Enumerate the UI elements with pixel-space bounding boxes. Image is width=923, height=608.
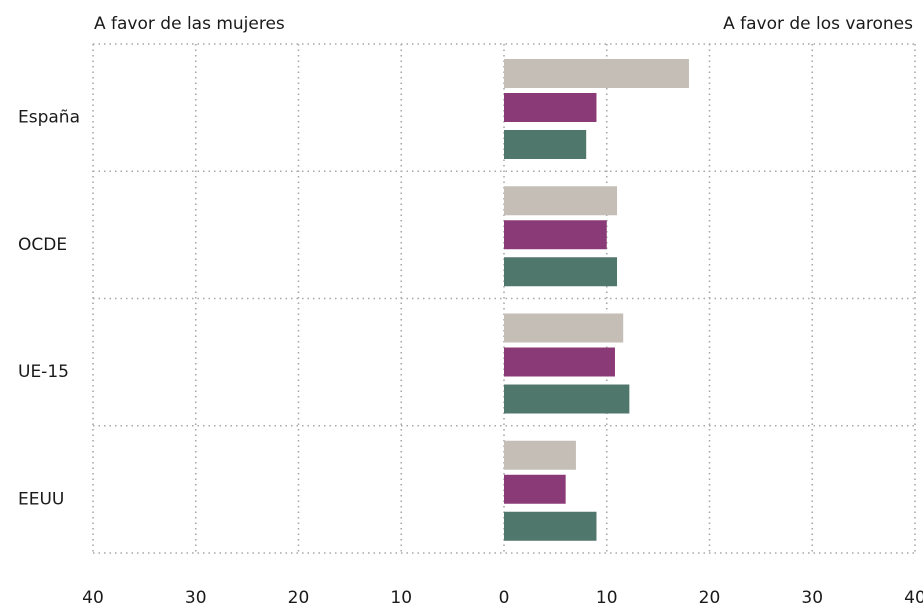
x-tick-label: 20 (288, 588, 310, 608)
x-tick-label: 10 (596, 588, 618, 608)
x-tick-label: 20 (699, 588, 721, 608)
bar (504, 313, 624, 343)
bar (504, 511, 597, 541)
bar (504, 93, 597, 122)
bar (504, 257, 618, 287)
category-label: OCDE (18, 235, 67, 255)
bar (504, 130, 587, 159)
category-label: España (18, 108, 80, 128)
x-tick-label: 30 (801, 588, 823, 608)
annotation-left: A favor de las mujeres (94, 14, 285, 34)
bar (504, 384, 630, 414)
annotation-right: A favor de los varones (723, 14, 913, 34)
x-tick-label: 30 (185, 588, 207, 608)
bar (504, 220, 607, 250)
bar (504, 474, 566, 504)
bar (504, 440, 576, 470)
x-tick-label: 40 (904, 588, 923, 608)
category-label: EEUU (18, 489, 64, 509)
bar (504, 186, 618, 216)
x-tick-label: 10 (390, 588, 412, 608)
x-tick-label: 0 (499, 588, 510, 608)
x-tick-label: 40 (82, 588, 104, 608)
category-label: UE-15 (18, 362, 69, 382)
bar (504, 347, 615, 377)
bar (504, 59, 689, 88)
